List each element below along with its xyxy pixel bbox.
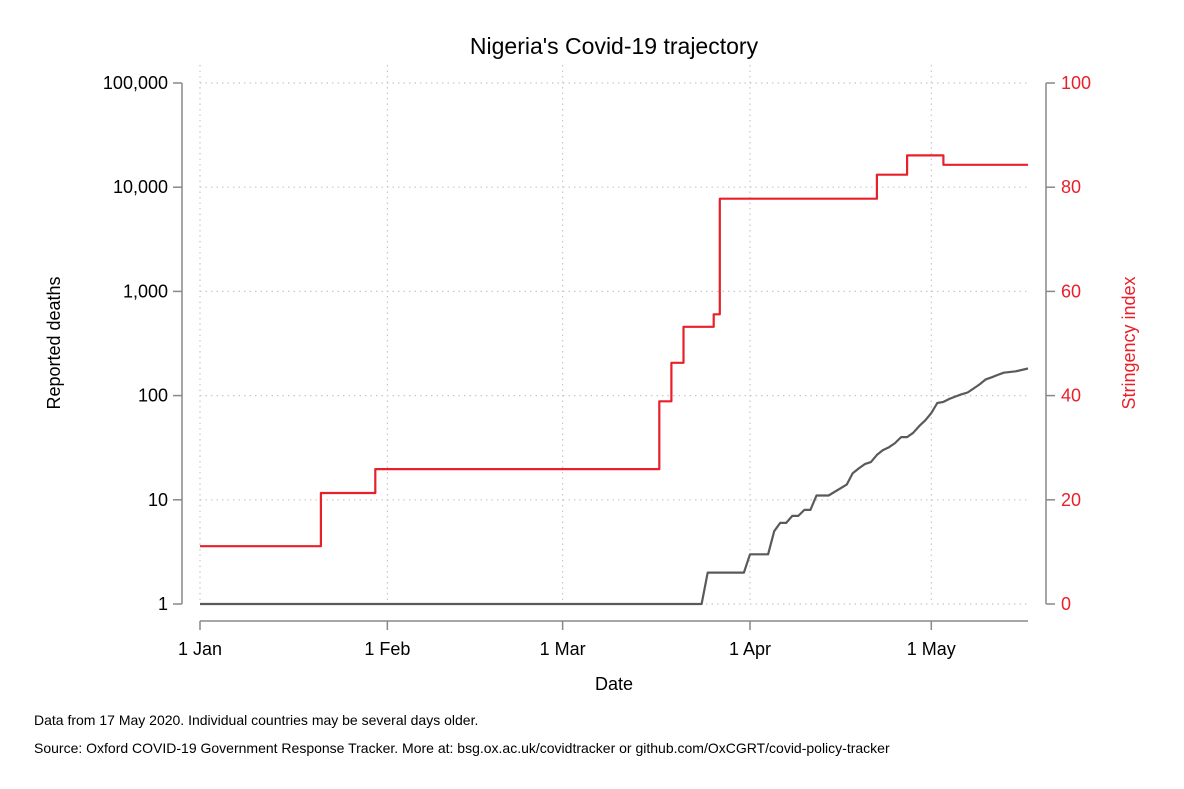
y-axis-title: Reported deaths bbox=[44, 276, 64, 409]
y-tick-label: 100,000 bbox=[103, 73, 168, 93]
x-axis-ticks: 1 Jan 1 Feb 1 Mar 1 Apr 1 May bbox=[178, 621, 956, 659]
data-note: Data from 17 May 2020. Individual countr… bbox=[34, 712, 479, 728]
series-lines bbox=[200, 154, 1029, 606]
y2-tick-label: 0 bbox=[1061, 594, 1071, 614]
y-tick-label: 100 bbox=[138, 386, 168, 406]
x-axis-title: Date bbox=[595, 674, 633, 694]
y2-axis-ticks: 0 20 40 60 80 100 bbox=[1046, 73, 1091, 614]
grid-lines bbox=[199, 65, 1028, 605]
deaths-line bbox=[200, 367, 1029, 606]
axes bbox=[181, 83, 1047, 622]
chart-title: Nigeria's Covid-19 trajectory bbox=[470, 33, 759, 59]
y2-axis-title: Stringency index bbox=[1119, 276, 1139, 409]
y-tick-label: 1 bbox=[158, 594, 168, 614]
y2-tick-label: 80 bbox=[1061, 177, 1081, 197]
y-tick-label: 1,000 bbox=[123, 281, 168, 301]
y2-tick-label: 40 bbox=[1061, 386, 1081, 406]
y-tick-label: 10,000 bbox=[113, 177, 168, 197]
x-tick-label: 1 Apr bbox=[729, 639, 771, 659]
y-axis-ticks: 1 10 100 1,000 10,000 100,000 bbox=[103, 73, 182, 614]
x-tick-label: 1 Mar bbox=[540, 639, 586, 659]
y-tick-label: 10 bbox=[148, 490, 168, 510]
x-tick-label: 1 May bbox=[907, 639, 956, 659]
y2-tick-label: 20 bbox=[1061, 490, 1081, 510]
x-tick-label: 1 Feb bbox=[364, 639, 410, 659]
y2-tick-label: 60 bbox=[1061, 281, 1081, 301]
x-tick-label: 1 Jan bbox=[178, 639, 222, 659]
y2-tick-label: 100 bbox=[1061, 73, 1091, 93]
stringency-line bbox=[200, 154, 1028, 548]
source-note: Source: Oxford COVID-19 Government Respo… bbox=[34, 740, 890, 756]
